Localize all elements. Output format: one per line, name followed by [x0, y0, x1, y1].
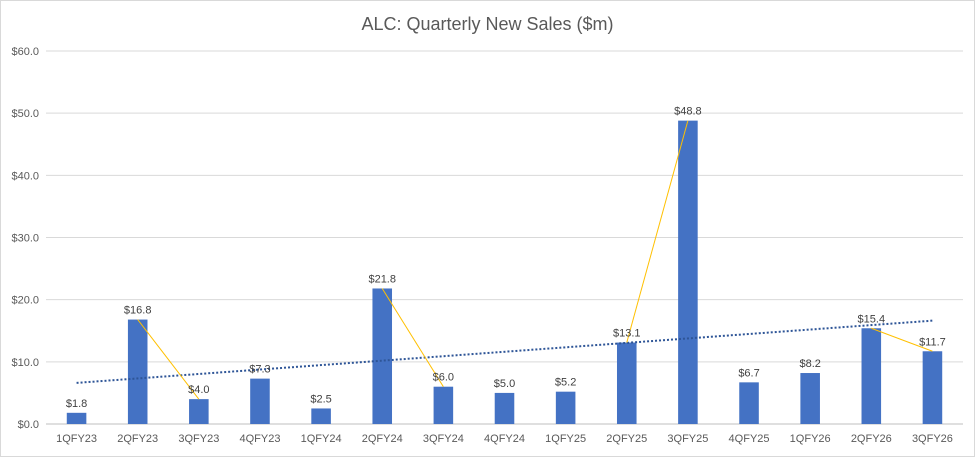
- data-label: $1.8: [66, 398, 87, 410]
- data-label: $4.0: [188, 384, 209, 396]
- connector-layer: [137, 120, 933, 400]
- data-label: $6.0: [433, 372, 454, 384]
- connector-line: [871, 327, 933, 352]
- axis-layer: $0.0 $10.0 $20.0 $30.0 $40.0 $50.0 $60.0 1QFY23…: [11, 46, 952, 445]
- bar-layer: [66, 120, 943, 425]
- x-tick-label: 2QFY24: [362, 433, 403, 445]
- data-label: $15.4: [858, 313, 886, 325]
- y-tick-label: $20.0: [11, 295, 39, 307]
- bar: [250, 378, 270, 424]
- trend-layer: [76, 319, 933, 384]
- data-label: $5.0: [494, 378, 515, 390]
- data-label: $5.2: [555, 377, 576, 389]
- data-label: $8.2: [799, 358, 820, 370]
- x-tick-label: 1QFY24: [301, 433, 342, 445]
- bar: [66, 412, 87, 424]
- x-tick-label: 4QFY24: [484, 433, 525, 445]
- x-tick-label: 1QFY25: [545, 433, 586, 445]
- x-tick-label: 3QFY26: [912, 433, 953, 445]
- bar: [555, 391, 576, 424]
- x-tick-label: 2QFY23: [117, 433, 158, 445]
- chart-title: ALC: Quarterly New Sales ($m): [361, 14, 614, 34]
- data-label: $16.8: [124, 305, 152, 317]
- bar: [739, 382, 759, 424]
- label-layer: $1.8 $16.8 $4.0 $7.3 $2.5 $21.8 $6.0 $5.0 $5.2 $1…: [66, 106, 946, 410]
- data-label: $6.7: [738, 367, 759, 379]
- x-tick-label: 4QFY25: [729, 433, 770, 445]
- bar: [433, 386, 454, 424]
- bar: [616, 342, 637, 424]
- data-label: $48.8: [674, 106, 702, 118]
- x-tick-label: 1QFY23: [56, 433, 97, 445]
- y-tick-label: $10.0: [11, 357, 39, 369]
- connector-line: [137, 319, 200, 400]
- data-label: $13.1: [613, 328, 641, 340]
- bar: [189, 399, 209, 424]
- y-tick-label: $0.0: [18, 419, 39, 431]
- x-tick-label: 3QFY25: [667, 433, 708, 445]
- y-tick-label: $60.0: [11, 46, 39, 58]
- connector-line: [381, 288, 444, 387]
- bar: [311, 408, 331, 424]
- data-label: $7.3: [249, 364, 270, 376]
- data-label: $11.7: [919, 336, 946, 348]
- data-label: $21.8: [368, 273, 396, 285]
- data-label: $2.5: [310, 393, 331, 405]
- x-tick-label: 2QFY26: [851, 433, 892, 445]
- bar: [127, 319, 148, 424]
- x-tick-label: 2QFY25: [606, 433, 647, 445]
- y-tick-label: $50.0: [11, 108, 39, 120]
- bar: [494, 392, 515, 424]
- y-tick-label: $40.0: [11, 170, 39, 182]
- x-tick-label: 3QFY24: [423, 433, 464, 445]
- x-tick-label: 1QFY26: [790, 433, 831, 445]
- x-tick-label: 3QFY23: [178, 433, 219, 445]
- bar: [372, 288, 393, 424]
- bar: [922, 351, 943, 424]
- trendline: [76, 319, 933, 384]
- connector-line: [626, 120, 689, 343]
- y-tick-label: $30.0: [11, 233, 39, 245]
- bar: [678, 120, 698, 425]
- bar: [861, 328, 882, 424]
- grid-layer: [46, 50, 963, 425]
- x-tick-label: 4QFY23: [239, 433, 280, 445]
- bar: [800, 373, 820, 424]
